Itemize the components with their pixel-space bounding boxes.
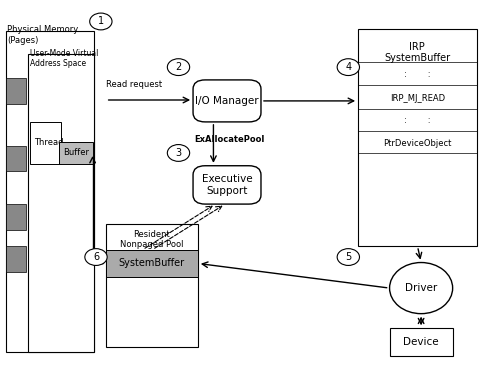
Circle shape [337, 249, 360, 265]
Text: User-Mode Virtual
Address Space: User-Mode Virtual Address Space [30, 49, 98, 68]
Text: 2: 2 [175, 62, 182, 72]
FancyBboxPatch shape [6, 78, 26, 104]
Circle shape [90, 13, 112, 30]
FancyBboxPatch shape [30, 122, 61, 164]
FancyBboxPatch shape [193, 80, 261, 122]
Text: Buffer: Buffer [62, 148, 89, 158]
Text: :        :: : : [404, 116, 430, 125]
Circle shape [85, 249, 107, 265]
Text: Read request: Read request [106, 80, 162, 89]
Ellipse shape [389, 262, 453, 314]
Text: 5: 5 [345, 252, 351, 262]
FancyBboxPatch shape [358, 29, 477, 246]
Text: I/O Manager: I/O Manager [195, 96, 259, 106]
FancyBboxPatch shape [106, 224, 198, 347]
Text: Resident
Nonpaged Pool: Resident Nonpaged Pool [120, 230, 183, 249]
Text: :        :: : : [404, 70, 430, 79]
Text: IRP_MJ_READ: IRP_MJ_READ [389, 94, 445, 103]
Text: Device: Device [403, 337, 439, 347]
FancyBboxPatch shape [193, 166, 261, 204]
Text: Driver: Driver [405, 283, 437, 293]
Text: 1: 1 [98, 17, 104, 26]
Text: 3: 3 [175, 148, 182, 158]
Text: SystemBuffer: SystemBuffer [119, 258, 185, 268]
FancyBboxPatch shape [6, 204, 26, 230]
FancyBboxPatch shape [28, 54, 94, 352]
FancyBboxPatch shape [389, 328, 453, 355]
FancyBboxPatch shape [6, 31, 94, 352]
Text: PtrDeviceObject: PtrDeviceObject [383, 139, 451, 148]
FancyBboxPatch shape [6, 146, 26, 171]
Text: IRP
SystemBuffer: IRP SystemBuffer [384, 42, 450, 63]
FancyBboxPatch shape [6, 246, 26, 272]
Text: Executive
Support: Executive Support [202, 174, 252, 196]
Circle shape [167, 59, 190, 75]
Circle shape [167, 145, 190, 161]
Text: Thread: Thread [34, 138, 64, 147]
FancyBboxPatch shape [106, 250, 198, 277]
Text: ExAllocatePool: ExAllocatePool [195, 135, 265, 144]
Text: Physical Memory
(Pages): Physical Memory (Pages) [7, 25, 79, 45]
FancyBboxPatch shape [59, 142, 93, 164]
Text: 6: 6 [93, 252, 99, 262]
Circle shape [337, 59, 360, 75]
Text: 4: 4 [346, 62, 351, 72]
